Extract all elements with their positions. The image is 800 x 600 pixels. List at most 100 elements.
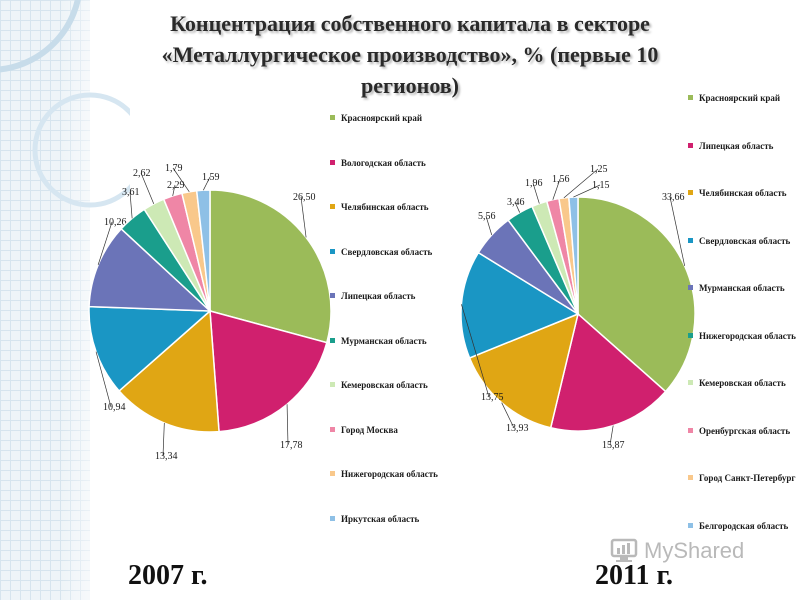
legend-item: Оренбургская область — [688, 425, 798, 437]
year-label-2007: 2007 г. — [128, 560, 208, 591]
watermark-text: MyShared — [644, 538, 745, 563]
leader-line — [552, 178, 561, 200]
slide-title: Концентрация собственного капитала в сек… — [161, 11, 659, 98]
legend-swatch — [330, 293, 335, 298]
pie-slice — [549, 312, 667, 432]
legend-swatch — [688, 427, 693, 433]
data-label: 10,26 — [104, 217, 127, 228]
leader-line — [609, 425, 614, 446]
leader-line — [300, 196, 307, 238]
leader-line — [162, 423, 165, 457]
legend-swatch — [688, 237, 693, 243]
legend-swatch — [688, 332, 693, 338]
data-label: 13,93 — [506, 423, 529, 434]
data-label: 1,15 — [592, 180, 610, 191]
leader-line — [669, 196, 686, 267]
data-label: 1,25 — [590, 164, 608, 175]
leader-line — [203, 176, 211, 191]
legend-swatch — [330, 115, 335, 120]
legend-label: Нижегородская область — [341, 469, 438, 479]
legend-label: Свердловская область — [341, 246, 433, 257]
legend-swatch — [688, 285, 693, 290]
legend-label: Челябинская область — [699, 188, 787, 198]
data-label: 26,50 — [293, 192, 316, 203]
legend-label: Нижегородская область — [699, 330, 796, 341]
legend-swatch — [688, 95, 693, 100]
data-label: 2,62 — [133, 168, 151, 179]
leader-line — [514, 201, 521, 213]
data-label: 15,87 — [602, 440, 625, 451]
legend-label: Иркутская область — [341, 513, 420, 524]
legend-item: Липецкая область — [330, 290, 470, 302]
leader-line — [129, 191, 133, 219]
watermark-icon — [610, 538, 638, 562]
data-label: 13,75 — [481, 392, 504, 403]
data-label: 1,59 — [202, 172, 220, 183]
leader-line — [172, 184, 176, 196]
data-label: 3,46 — [507, 197, 525, 208]
legend-label: Вологодская область — [341, 157, 426, 168]
decorative-circles — [0, 0, 130, 208]
legend-label: Красноярский край — [699, 93, 781, 103]
leader-line — [563, 168, 599, 199]
legend-item: Город Санкт-Петербург — [688, 472, 798, 484]
leader-line — [485, 215, 493, 236]
legend-swatch — [688, 142, 693, 148]
legend-swatch — [330, 426, 335, 432]
legend-item: Вологодская область — [330, 157, 470, 169]
pie-0: 26,50 17,78 13,34 10,94 10,26 3,61 2,62 2,29 1,7… — [88, 163, 332, 462]
legend-item: Мурманская область — [330, 335, 470, 347]
legend-item: Свердловская область — [688, 235, 798, 247]
data-label: 3,61 — [122, 187, 140, 198]
legend-swatch — [688, 522, 693, 528]
legend-item: Липецкая область — [688, 140, 798, 152]
legend-label: Липецкая область — [341, 291, 416, 301]
leader-line — [286, 404, 289, 446]
pie-slice — [118, 309, 220, 433]
data-label: 2,29 — [167, 180, 185, 191]
legend-swatch — [688, 190, 693, 195]
data-label: 13,34 — [155, 451, 178, 462]
legend-swatch — [330, 382, 335, 387]
data-label: 33,66 — [662, 192, 685, 203]
legend-item: Иркутская область — [330, 513, 470, 525]
legend-swatch — [330, 159, 335, 165]
data-label: 1,79 — [165, 163, 183, 174]
pie-slice — [195, 189, 211, 312]
legend-item: Красноярский край — [330, 112, 470, 124]
legend-swatch — [330, 471, 335, 476]
pie-slice — [88, 305, 212, 392]
legend-label: Красноярский край — [341, 113, 423, 123]
data-label: 1,96 — [525, 178, 543, 189]
legend-label: Кемеровская область — [341, 380, 428, 390]
legend-swatch — [330, 204, 335, 209]
legend-item: Красноярский край — [688, 92, 798, 104]
leader-line — [532, 182, 540, 204]
pie-slice — [209, 189, 332, 344]
leader-line — [97, 221, 113, 265]
legend-swatch — [330, 248, 335, 254]
legend-item: Белгородская область — [688, 520, 798, 532]
leader-line — [573, 184, 601, 198]
legend-item: Нижегородская область — [330, 468, 470, 480]
legend-item: Челябинская область — [688, 187, 798, 199]
legend-label: Город Москва — [341, 424, 398, 435]
leader-line — [172, 167, 190, 192]
data-label: 17,78 — [280, 440, 303, 451]
data-label: 10,94 — [103, 402, 126, 413]
watermark: MyShared — [610, 538, 744, 564]
legend-label: Челябинская область — [341, 202, 429, 212]
legend-label: Белгородская область — [699, 520, 789, 531]
legend-swatch — [330, 515, 335, 521]
legend-item: Кемеровская область — [330, 379, 470, 391]
leader-line — [461, 304, 490, 398]
legend-swatch — [330, 337, 335, 343]
legend-item: Свердловская область — [330, 246, 470, 258]
pie-1: 33,66 15,87 13,93 13,75 5,56 3,461,96 1,56 1,25… — [460, 164, 696, 451]
legend-label: Мурманская область — [341, 335, 427, 346]
legend-label: Кемеровская область — [699, 378, 786, 388]
legend-label: Оренбургская область — [699, 425, 791, 436]
leader-line — [95, 351, 112, 408]
legend-item: Кемеровская область — [688, 377, 798, 389]
